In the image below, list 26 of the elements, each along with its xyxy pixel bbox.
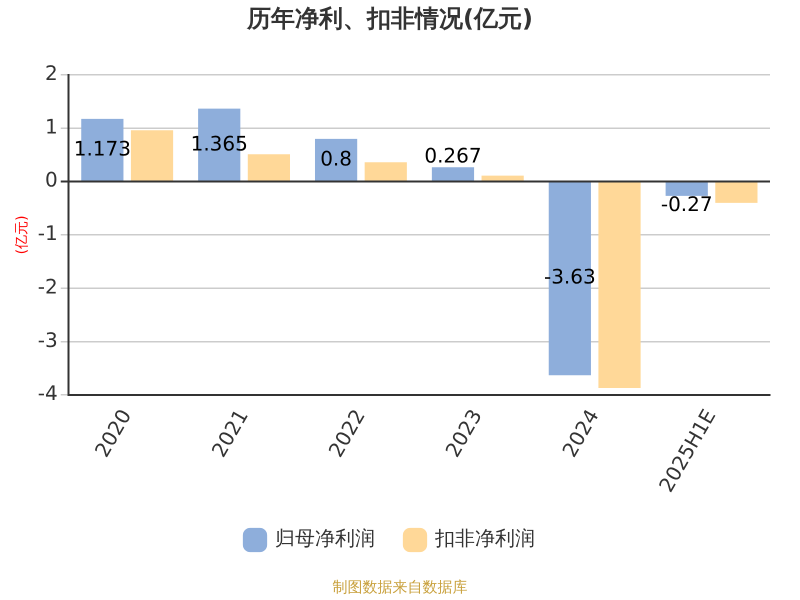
y-tick-label: -1 (38, 221, 58, 246)
bar (715, 182, 758, 203)
bar (598, 182, 641, 388)
bar (482, 176, 524, 181)
bar (130, 130, 174, 181)
chart-title: 历年净利、扣非情况(亿元) (246, 4, 533, 33)
y-tick-label: 0 (45, 168, 58, 192)
data-label: -0.27 (660, 192, 713, 216)
text: 制图数据来自数据库 (332, 578, 468, 596)
legend-label: 扣非净利润 (434, 526, 535, 550)
data-label: -3.63 (544, 264, 596, 289)
data-label: 1.365 (190, 131, 248, 156)
bar (666, 182, 708, 196)
data-label: 0.267 (424, 143, 482, 168)
y-tick-label: 2 (45, 61, 58, 86)
legend-label: 归母净利润 (275, 526, 375, 550)
bar (364, 162, 407, 181)
bar (248, 154, 290, 181)
y-tick-label: 1 (45, 114, 58, 138)
y-tick-label: -2 (38, 274, 58, 298)
y-tick-label: -4 (38, 381, 58, 406)
data-label: 0.8 (320, 146, 352, 170)
bar (432, 167, 474, 181)
y-axis-title: (亿元) (14, 215, 30, 254)
y-tick-label: -3 (38, 328, 58, 352)
data-label: 1.173 (74, 136, 131, 160)
